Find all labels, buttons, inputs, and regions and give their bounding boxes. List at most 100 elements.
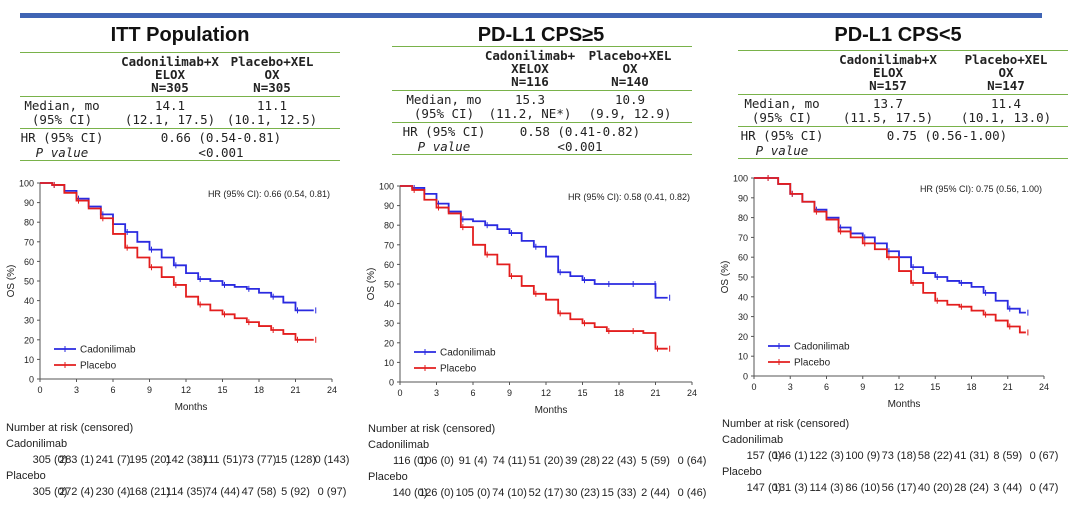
km-plot: 0 10 20 30 40 50 60 70 80 90 100 0 3 6 9 12 15 18 21 24 Mont… [6, 179, 337, 414]
risk-table-title: Number at risk (censored) [368, 423, 496, 435]
risk-cell: 74 (44) [205, 486, 240, 498]
hr-value: 0.58 (0.41-0.82) [519, 124, 641, 139]
arm-header-cadonilimab: ELOX [154, 67, 186, 82]
table-rule [20, 96, 340, 97]
y-tick-label: 30 [24, 316, 34, 326]
risk-cell: 86 (10) [845, 482, 881, 494]
risk-label-cadonilimab: Cadonilimab [722, 434, 784, 446]
y-tick-label: 10 [738, 352, 748, 362]
table-rule [392, 90, 692, 91]
x-tick-label: 12 [181, 385, 191, 395]
table-rule [392, 154, 692, 155]
y-tick-label: 60 [24, 257, 34, 267]
y-tick-label: 10 [24, 355, 34, 365]
median-placebo: 10.9 [614, 92, 646, 107]
x-axis-label: Months [535, 405, 568, 416]
risk-cell: 58 (22) [917, 450, 953, 462]
arm-header-cadonilimab: N=116 [511, 74, 549, 89]
x-axis-label: Months [175, 402, 208, 413]
risk-cell: 15 (33) [601, 487, 637, 499]
risk-cell: 2 (44) [641, 487, 670, 499]
legend-label: Cadonilimab [794, 342, 850, 353]
y-tick-label: 20 [738, 332, 748, 342]
table-rule [20, 52, 340, 53]
arm-header-placebo: Placebo+XEL [230, 54, 314, 69]
risk-cell: 126 (0) [419, 487, 454, 499]
summary-table: Cadonilimab+ XELOX N=116 Placebo+XEL OX N=140… [392, 46, 692, 171]
series-cadonilimab-line [400, 185, 668, 299]
risk-cell: 0 (47) [1029, 482, 1059, 494]
risk-table-title: Number at risk (censored) [6, 422, 134, 434]
legend-label: Placebo [794, 358, 831, 369]
risk-cell: 131 (3) [772, 482, 808, 494]
km-plot: 0 10 20 30 40 50 60 70 80 90 100 0 3 6 9 12 15 18 21 24 Mont… [366, 182, 697, 417]
risk-cell: 74 (11) [492, 455, 527, 467]
arm-header-placebo: OX [998, 65, 1014, 80]
y-tick-label: 0 [29, 375, 34, 385]
risk-label-cadonilimab: Cadonilimab [6, 438, 68, 450]
risk-cell: 106 (0) [419, 455, 454, 467]
median-cadonilimab: 13.7 [872, 96, 904, 111]
risk-cell: 8 (59) [993, 450, 1023, 462]
risk-row-cadonilimab: 116 (0) 106 (0) 91 (4) 74 (11) 51 (20) 39 (28… [362, 455, 722, 469]
x-tick-label: 9 [147, 385, 152, 395]
legend-label: Cadonilimab [440, 348, 496, 359]
y-tick-label: 20 [24, 335, 34, 345]
series-placebo-line [754, 177, 1026, 334]
risk-cell: 146 (1) [772, 450, 808, 462]
hr-label: HR (95% CI) [740, 128, 824, 143]
y-tick-label: 30 [384, 319, 394, 329]
risk-cell: 47 (58) [241, 486, 277, 498]
table-rule [738, 126, 1068, 127]
panel-title: PD-L1 CPS<5 [834, 24, 962, 46]
x-tick-label: 18 [254, 385, 264, 395]
risk-cell: 51 (20) [528, 455, 564, 467]
x-tick-label: 15 [930, 382, 940, 392]
table-rule [738, 50, 1068, 51]
risk-cell: 305 (0) [32, 486, 68, 498]
y-tick-label: 100 [379, 182, 394, 192]
risk-cell: 114 (35) [165, 486, 207, 498]
y-tick-label: 60 [738, 253, 748, 263]
risk-cell: 5 (92) [281, 486, 310, 498]
median-label: (95% CI) [751, 110, 813, 125]
x-tick-label: 24 [687, 388, 697, 398]
risk-cell: 157 (0) [746, 450, 782, 462]
risk-label-placebo: Placebo [6, 470, 46, 482]
x-tick-label: 3 [788, 382, 793, 392]
y-tick-label: 10 [384, 358, 394, 368]
y-tick-label: 40 [384, 299, 394, 309]
risk-row-cadonilimab: 157 (0) 146 (1) 122 (3) 100 (9) 73 (18) 58 (2… [716, 450, 1076, 464]
arm-header-cadonilimab: Cadonilimab+ [484, 48, 576, 63]
risk-cell: 116 (0) [392, 455, 428, 467]
series-cadonilimab-line [40, 182, 314, 312]
risk-cell: 241 (7) [95, 454, 131, 466]
y-tick-label: 90 [738, 193, 748, 203]
risk-label-cadonilimab: Cadonilimab [368, 439, 430, 451]
x-tick-label: 15 [217, 385, 227, 395]
risk-label-placebo: Placebo [368, 471, 408, 483]
hr-value: 0.75 (0.56-1.00) [886, 128, 1008, 143]
risk-cell: 168 (21) [129, 486, 170, 498]
p-value: <0.001 [198, 145, 244, 160]
median-placebo: 11.1 [256, 98, 288, 113]
risk-cell: 272 (4) [59, 486, 94, 498]
risk-cell: 0 (46) [677, 487, 707, 499]
risk-row-placebo: 140 (0) 126 (0) 105 (0) 74 (10) 52 (17) 30 (2… [362, 487, 722, 501]
y-tick-label: 90 [384, 201, 394, 211]
median-cadonilimab: (11.2, NE*) [488, 106, 572, 121]
x-tick-label: 24 [327, 385, 337, 395]
hr-annotation: HR (95% CI): 0.75 (0.56, 1.00) [920, 184, 1042, 194]
risk-cell: 73 (18) [881, 450, 917, 462]
x-tick-label: 0 [751, 382, 756, 392]
y-tick-label: 100 [19, 179, 34, 189]
risk-cell: 39 (28) [565, 455, 600, 467]
p-value-label: P value [417, 139, 471, 154]
risk-cell: 3 (44) [993, 482, 1023, 494]
risk-cell: 0 (97) [317, 486, 347, 498]
y-tick-label: 70 [384, 240, 394, 250]
x-tick-label: 0 [397, 388, 402, 398]
y-tick-label: 50 [24, 277, 34, 287]
table-rule [738, 94, 1068, 95]
risk-cell: 100 (9) [845, 450, 881, 462]
